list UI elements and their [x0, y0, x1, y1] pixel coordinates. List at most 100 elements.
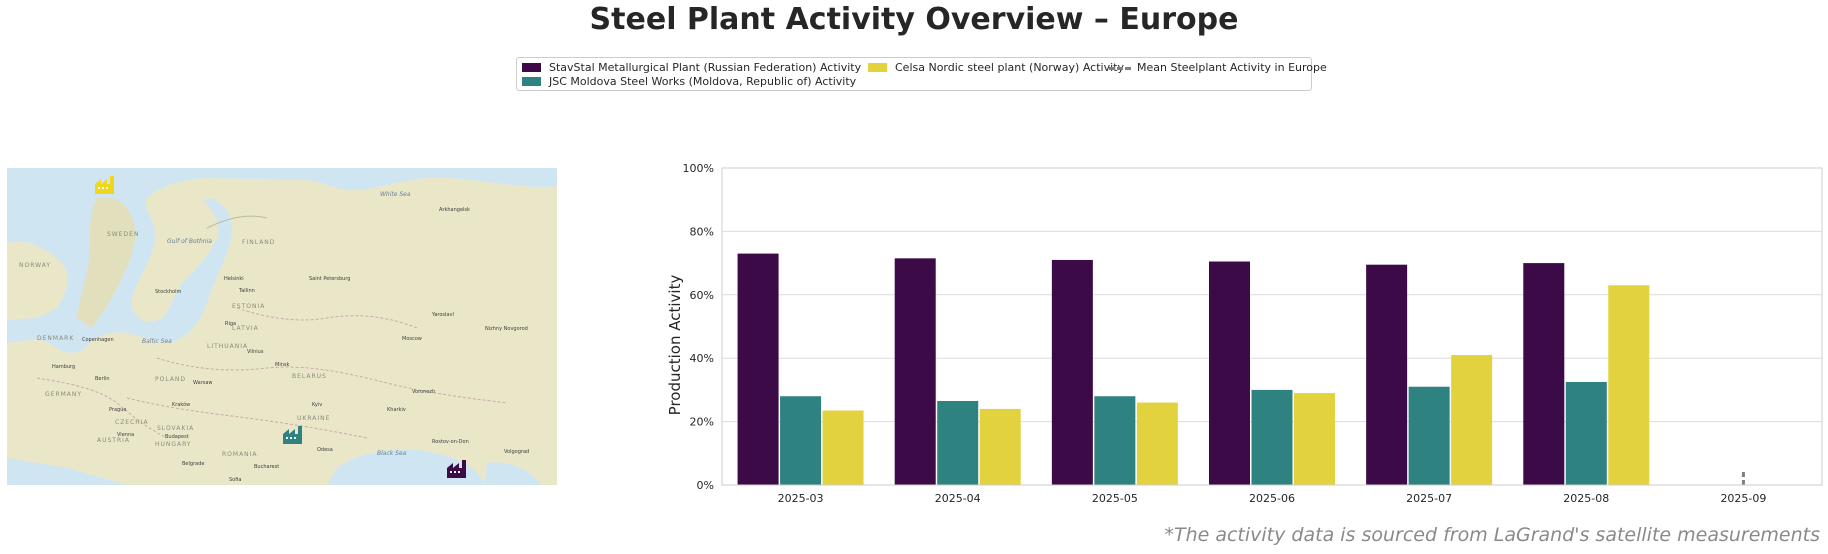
y-axis-label: Production Activity	[666, 275, 684, 416]
y-tick-label: 80%	[690, 225, 714, 238]
map-country-label: CZECHIA	[115, 419, 149, 426]
factory-icon-chimney	[298, 426, 302, 444]
map-city-label: Copenhagen	[82, 337, 114, 343]
bar-2025-07-series-2	[1451, 355, 1493, 485]
map-city-label: Voronezh	[412, 389, 435, 395]
y-tick-label: 100%	[683, 162, 714, 175]
map-country-label: GERMANY	[45, 391, 82, 398]
plot-frame	[721, 167, 1823, 486]
factory-icon-roof	[447, 463, 459, 468]
map-city-label: Stockholm	[155, 289, 181, 295]
map-country-label: HUNGARY	[155, 441, 192, 448]
page-title: Steel Plant Activity Overview – Europe	[589, 2, 1239, 37]
map-country-label: LITHUANIA	[207, 343, 248, 350]
x-tick-label: 2025-07	[1406, 492, 1452, 505]
legend-swatch-moldova	[522, 77, 541, 86]
europe-map: White Sea Gulf of Bothnia Baltic Sea Bla…	[7, 168, 557, 485]
sweden-land-shape	[77, 197, 136, 328]
x-tick-label: 2025-03	[778, 492, 824, 505]
y-tick-label: 0%	[697, 479, 714, 492]
data-source-footnote: *The activity data is sourced from LaGra…	[1164, 524, 1820, 546]
x-tick-label: 2025-08	[1563, 492, 1609, 505]
y-tick-label: 20%	[690, 416, 714, 429]
bar-2025-08-series-2	[1608, 285, 1650, 485]
map-city-label: Minsk	[275, 362, 289, 368]
y-tick-label: 60%	[690, 289, 714, 302]
map-city-label: Riga	[225, 321, 236, 327]
legend-dash-mean	[1109, 67, 1131, 70]
map-city-label: Volgograd	[504, 449, 529, 455]
legend-swatch-stavstal	[522, 63, 541, 72]
bar-2025-07-series-0	[1366, 264, 1408, 485]
bar-2025-07-series-1	[1408, 386, 1450, 485]
map-country-label: SLOVAKIA	[157, 425, 194, 432]
map-country-label: BELARUS	[292, 373, 327, 380]
legend-label-celsa: Celsa Nordic steel plant (Norway) Activi…	[895, 61, 1124, 74]
x-tick-label: 2025-06	[1249, 492, 1295, 505]
map-city-label: Budapest	[165, 434, 189, 440]
factory-icon	[95, 176, 114, 194]
bar-2025-08-series-1	[1565, 381, 1607, 485]
factory-icon-roof	[95, 179, 107, 184]
legend-swatch-celsa	[868, 63, 887, 72]
map-country-label: SWEDEN	[107, 231, 139, 238]
border-line	[126, 397, 368, 439]
map-city-label: Nizhny Novgorod	[485, 326, 528, 332]
norway-land-shape	[7, 241, 68, 320]
factory-icon	[283, 426, 302, 444]
x-tick-label: 2025-05	[1092, 492, 1138, 505]
map-country-label: UKRAINE	[297, 415, 330, 422]
map-country-label: ROMANIA	[222, 451, 258, 458]
map-country-label: ESTONIA	[232, 303, 265, 310]
map-city-label: Warsaw	[193, 380, 213, 386]
x-tick-label: 2025-09	[1720, 492, 1766, 505]
bar-2025-04-series-2	[979, 408, 1021, 485]
map-city-label: Vienna	[117, 432, 134, 438]
map-svg: White Sea Gulf of Bothnia Baltic Sea Bla…	[7, 168, 557, 485]
map-city-label: Moscow	[402, 336, 422, 342]
northern-seas-shape	[7, 168, 557, 353]
azov-caspian-shape	[485, 462, 542, 485]
map-city-label: Belgrade	[182, 461, 204, 467]
map-city-label: Yaroslavl	[431, 312, 454, 318]
map-sea-label: Gulf of Bothnia	[167, 238, 212, 245]
map-country-label: AUSTRIA	[97, 437, 130, 444]
bar-2025-08-series-0	[1523, 263, 1565, 485]
legend-label-moldova: JSC Moldova Steel Works (Moldova, Republ…	[549, 75, 857, 88]
map-city-label: Odesa	[317, 447, 333, 453]
bar-2025-03-series-2	[822, 410, 864, 485]
legend-label-mean: Mean Steelplant Activity in Europe	[1137, 61, 1327, 74]
border-line	[156, 357, 508, 404]
bar-2025-04-series-1	[937, 400, 979, 485]
map-city-label: Kharkiv	[387, 407, 406, 413]
map-sea-label: White Sea	[380, 191, 411, 198]
bar-2025-05-series-1	[1094, 396, 1136, 485]
map-city-label: Sofia	[229, 477, 241, 483]
factory-icon-chimney	[110, 176, 114, 194]
map-city-label: Arkhangelsk	[439, 207, 470, 213]
map-city-label: Bucharest	[254, 464, 279, 470]
map-city-label: Berlin	[95, 376, 110, 382]
border-line	[206, 215, 268, 229]
bar-2025-06-series-2	[1294, 393, 1335, 485]
map-city-label: Kraków	[172, 401, 190, 408]
border-line	[236, 307, 418, 329]
map-city-label: Prague	[109, 407, 126, 413]
map-country-label: POLAND	[155, 376, 186, 383]
x-tick-label: 2025-04	[935, 492, 981, 505]
map-city-label: Tallinn	[238, 288, 255, 294]
map-country-label: NORWAY	[19, 262, 51, 269]
bar-2025-05-series-0	[1051, 259, 1093, 485]
map-city-label: Rostov-on-Don	[432, 439, 469, 445]
map-sea-label: Black Sea	[377, 450, 407, 457]
map-city-label: Vilnius	[247, 349, 264, 355]
map-country-label: FINLAND	[242, 239, 275, 246]
map-sea-label: Baltic Sea	[142, 338, 172, 345]
y-tick-label: 40%	[690, 352, 714, 365]
map-city-label: Hamburg	[52, 364, 75, 370]
chart-legend: StavStal Metallurgical Plant (Russian Fe…	[516, 57, 1327, 91]
map-city-label: Saint Petersburg	[309, 276, 350, 282]
legend-label-stavstal: StavStal Metallurgical Plant (Russian Fe…	[549, 61, 862, 74]
map-city-label: Helsinki	[224, 276, 244, 282]
mediterranean-shape	[7, 458, 127, 485]
